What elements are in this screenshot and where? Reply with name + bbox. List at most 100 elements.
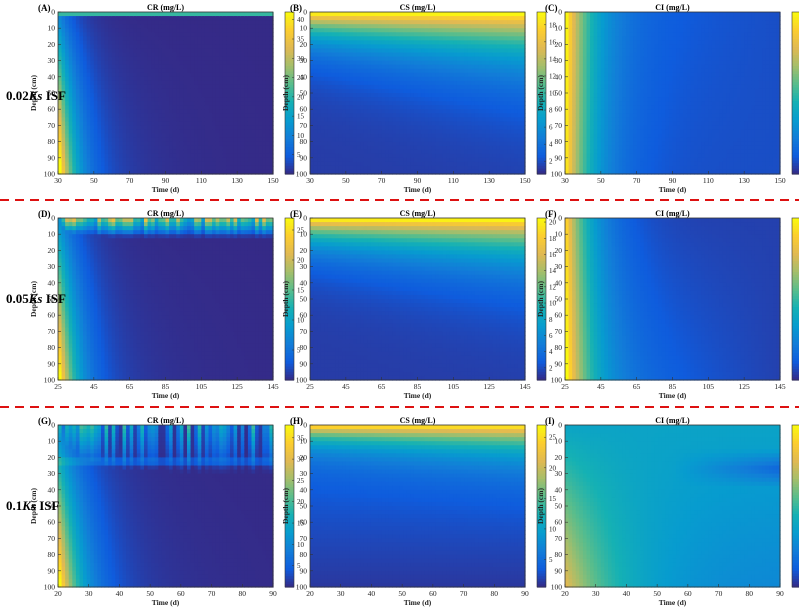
heatmap-cell: [148, 97, 152, 102]
heatmap-cell: [158, 125, 162, 130]
heatmap-cell: [123, 89, 127, 94]
heatmap-cell: [162, 93, 166, 98]
heatmap-cell: [151, 158, 155, 163]
heatmap-cell: [148, 24, 152, 29]
heatmap-cell: [198, 158, 202, 163]
heatmap-cell: [119, 44, 123, 49]
heatmap-cell: [176, 113, 180, 118]
heatmap-cell: [123, 154, 127, 159]
heatmap-cell: [115, 134, 119, 139]
heatmap-cell: [194, 166, 198, 171]
heatmap-cell: [133, 129, 137, 134]
heatmap-cell: [115, 24, 119, 29]
heatmap-cell: [101, 129, 105, 134]
heatmap-cell: [80, 85, 84, 90]
heatmap-cell: [97, 16, 101, 21]
heatmap-cell: [130, 142, 134, 147]
heatmap-cell: [76, 129, 80, 134]
heatmap-cell: [87, 105, 91, 110]
heatmap-cell: [133, 142, 137, 147]
heatmap-cell: [212, 53, 216, 58]
heatmap-cell: [90, 40, 94, 45]
heatmap-cell: [173, 146, 177, 151]
heatmap-cell: [148, 109, 152, 114]
heatmap-cell: [83, 81, 87, 86]
heatmap-cell: [209, 53, 213, 58]
heatmap-cell: [137, 109, 141, 114]
heatmap-cell: [65, 105, 69, 110]
heatmap-cell: [194, 61, 198, 66]
heatmap-cell: [155, 146, 159, 151]
heatmap-cell: [101, 81, 105, 86]
heatmap-cell: [65, 117, 69, 122]
heatmap-cell: [144, 146, 148, 151]
heatmap-cell: [119, 24, 123, 29]
heatmap-cell: [151, 113, 155, 118]
heatmap-cell: [62, 48, 66, 53]
heatmap-cell: [151, 53, 155, 58]
heatmap-cell: [194, 16, 198, 21]
heatmap-cell: [212, 93, 216, 98]
heatmap-cell: [169, 162, 173, 167]
heatmap-cell: [183, 20, 187, 25]
heatmap-cell: [176, 40, 180, 45]
heatmap-cell: [183, 129, 187, 134]
heatmap-cell: [183, 138, 187, 143]
heatmap-cell: [173, 125, 177, 130]
heatmap-cell: [80, 105, 84, 110]
heatmap-cell: [198, 36, 202, 41]
heatmap-cell: [65, 134, 69, 139]
heatmap-cell: [65, 36, 69, 41]
heatmap-cell: [126, 20, 130, 25]
heatmap-cell: [148, 12, 152, 17]
heatmap-cell: [176, 93, 180, 98]
heatmap-cell: [72, 20, 76, 25]
heatmap-cell: [180, 20, 184, 25]
heatmap-cell: [80, 162, 84, 167]
heatmap-cell: [97, 146, 101, 151]
heatmap-cell: [76, 89, 80, 94]
heatmap-cell: [173, 36, 177, 41]
heatmap-cell: [65, 138, 69, 143]
heatmap-cell: [90, 69, 94, 74]
heatmap-cell: [166, 77, 170, 82]
heatmap-cell: [123, 97, 127, 102]
heatmap-cell: [187, 154, 191, 159]
heatmap-cell: [94, 85, 98, 90]
heatmap-cell: [209, 138, 213, 143]
heatmap-cell: [201, 12, 205, 17]
heatmap-cell: [115, 48, 119, 53]
heatmap-cell: [115, 138, 119, 143]
heatmap-cell: [105, 16, 109, 21]
heatmap-cell: [115, 150, 119, 155]
heatmap-cell: [219, 69, 223, 74]
heatmap-cell: [198, 81, 202, 86]
heatmap-cell: [123, 53, 127, 58]
heatmap-cell: [169, 57, 173, 62]
heatmap-cell: [130, 125, 134, 130]
heatmap-cell: [180, 81, 184, 86]
heatmap-cell: [137, 36, 141, 41]
heatmap-cell: [201, 36, 205, 41]
heatmap-cell: [83, 36, 87, 41]
heatmap-cell: [137, 150, 141, 155]
heatmap-cell: [76, 40, 80, 45]
heatmap-cell: [72, 77, 76, 82]
heatmap-cell: [97, 121, 101, 126]
heatmap-cell: [148, 32, 152, 37]
heatmap-cell: [80, 48, 84, 53]
heatmap-cell: [69, 61, 73, 66]
heatmap-cell: [209, 81, 213, 86]
heatmap-cell: [173, 61, 177, 66]
heatmap-cell: [173, 166, 177, 171]
heatmap-cell: [72, 146, 76, 151]
heatmap-cell: [155, 16, 159, 21]
heatmap-cell: [166, 93, 170, 98]
heatmap-cell: [166, 142, 170, 147]
heatmap-cell: [223, 40, 227, 45]
heatmap-cell: [201, 125, 205, 130]
heatmap-cell: [83, 113, 87, 118]
heatmap-cell: [198, 101, 202, 106]
heatmap-cell: [155, 65, 159, 70]
heatmap-cell: [212, 65, 216, 70]
